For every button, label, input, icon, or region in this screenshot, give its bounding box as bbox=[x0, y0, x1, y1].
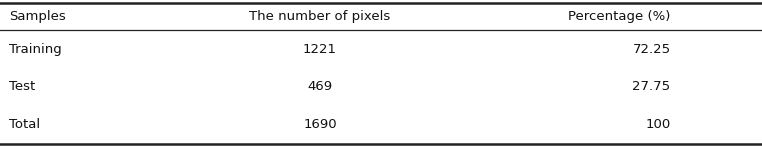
Text: 27.75: 27.75 bbox=[632, 81, 671, 94]
Text: 469: 469 bbox=[308, 81, 332, 94]
Text: 100: 100 bbox=[645, 119, 671, 132]
Text: 1690: 1690 bbox=[303, 119, 337, 132]
Text: Test: Test bbox=[9, 81, 35, 94]
Text: The number of pixels: The number of pixels bbox=[249, 10, 391, 23]
Text: 72.25: 72.25 bbox=[632, 42, 671, 56]
Text: Total: Total bbox=[9, 119, 40, 132]
Text: Percentage (%): Percentage (%) bbox=[568, 10, 671, 23]
Text: Training: Training bbox=[9, 42, 62, 56]
Text: 1221: 1221 bbox=[303, 42, 337, 56]
Text: Samples: Samples bbox=[9, 10, 66, 23]
